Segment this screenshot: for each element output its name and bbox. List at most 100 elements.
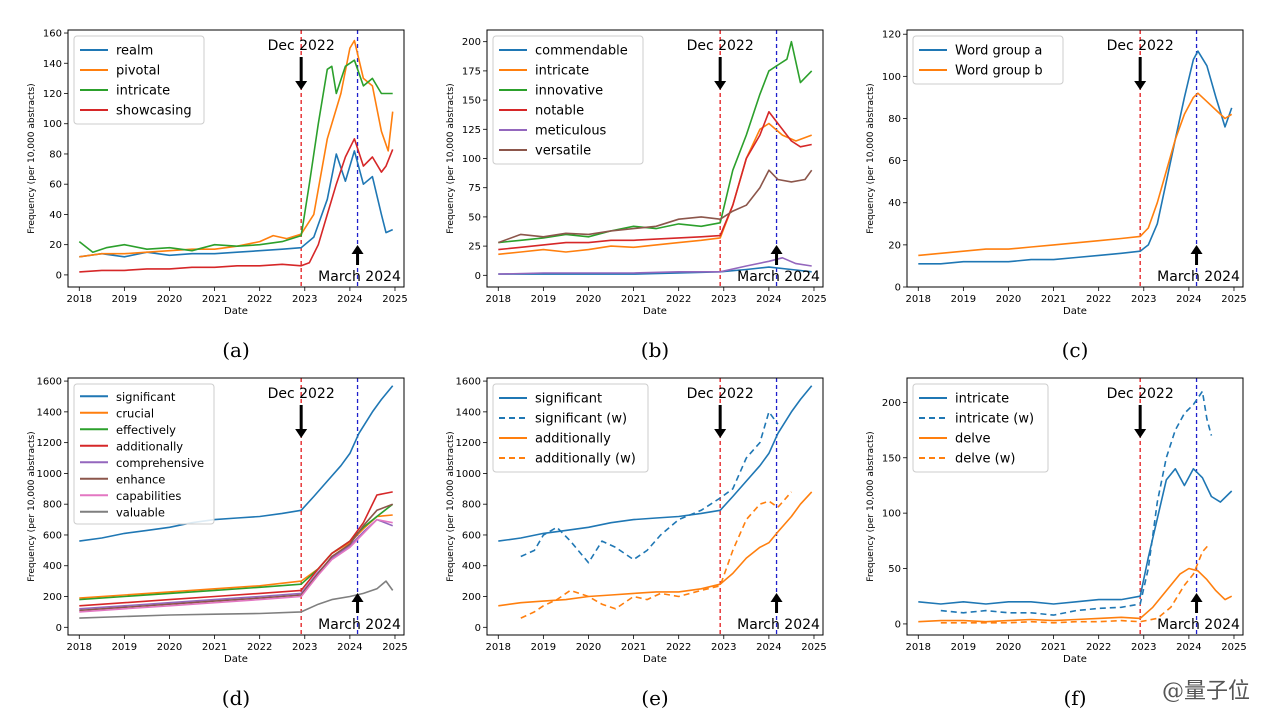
x-tick-label: 2018 [486, 294, 511, 305]
x-tick-label: 2020 [996, 294, 1021, 305]
y-tick-label: 1400 [37, 407, 62, 418]
panel-caption: (c) [1062, 338, 1089, 362]
x-tick-label: 2022 [666, 642, 691, 653]
x-axis-label: Date [643, 654, 667, 665]
panel-caption: (b) [641, 338, 669, 362]
series-line [498, 40, 813, 244]
series-line [79, 518, 393, 610]
y-axis-label: Frequency (per 10,000 abstracts) [866, 83, 876, 233]
x-tick-label: 2023 [711, 294, 736, 305]
legend-label: additionally [535, 432, 611, 447]
series-line [78, 59, 393, 253]
x-tick-label: 2018 [486, 642, 511, 653]
x-tick-label: 2023 [711, 642, 736, 653]
y-tick-label: 60 [49, 180, 62, 191]
annotation-arrowhead [351, 593, 364, 602]
annotation-label: March 2024 [737, 617, 820, 633]
legend-box [492, 383, 649, 473]
series-line [79, 580, 394, 619]
x-tick-label: 2019 [531, 642, 556, 653]
plot-frame [906, 29, 1244, 288]
y-tick-label: 175 [462, 66, 481, 77]
y-tick-label: 140 [43, 59, 62, 70]
y-tick-label: 0 [56, 623, 62, 634]
x-tick-label: 2024 [756, 294, 781, 305]
annotation-arrowhead [770, 245, 783, 254]
x-tick-label: 2022 [247, 294, 272, 305]
annotation-label: Dec 2022 [1107, 38, 1174, 54]
x-tick-label: 2022 [1086, 294, 1111, 305]
x-tick-label: 2023 [292, 642, 317, 653]
y-tick-label: 1400 [456, 407, 481, 418]
legend-box [73, 35, 205, 125]
legend-box [73, 383, 215, 525]
y-tick-label: 200 [462, 592, 481, 603]
x-axis-label: Date [1063, 306, 1087, 317]
y-tick-label: 1000 [456, 469, 481, 480]
y-tick-label: 200 [462, 37, 481, 48]
series-line [79, 514, 393, 599]
watermark: @量子位 [1162, 679, 1250, 704]
series-line [79, 138, 394, 273]
x-tick-label: 2020 [996, 642, 1021, 653]
annotation-arrowhead [714, 429, 727, 438]
x-tick-label: 2024 [1176, 294, 1201, 305]
annotation-arrowhead [295, 429, 308, 438]
panel-caption: (d) [222, 686, 250, 710]
x-tick-label: 2024 [337, 294, 362, 305]
y-tick-label: 80 [49, 149, 62, 160]
legend-label: notable [535, 104, 584, 119]
annotation-label: Dec 2022 [687, 386, 754, 402]
x-tick-label: 2019 [531, 294, 556, 305]
legend-label: effectively [116, 423, 176, 437]
chart-panel: 2018 2019 2020 2021 2022 2023 2024 2025 0 200 400 6… [27, 377, 408, 710]
annotation-label: March 2024 [1157, 269, 1240, 285]
chart-panel: 2018 2019 2020 2021 2022 2023 2024 2025 0 50 100 15… [866, 377, 1247, 710]
y-tick-label: 800 [43, 500, 62, 511]
x-tick-label: 2024 [1176, 642, 1201, 653]
panel-caption: (a) [222, 338, 250, 362]
y-tick-label: 60 [888, 156, 901, 167]
x-tick-label: 2021 [1041, 642, 1066, 653]
x-tick-label: 2020 [576, 642, 601, 653]
y-tick-label: 1200 [37, 438, 62, 449]
x-tick-label: 2020 [157, 294, 182, 305]
y-tick-label: 100 [882, 509, 901, 520]
legend-label: enhance [116, 472, 165, 486]
annotation-label: March 2024 [1157, 617, 1240, 633]
series-line [79, 150, 394, 258]
annotation-label: Dec 2022 [268, 38, 335, 54]
y-tick-label: 120 [882, 30, 901, 41]
legend-label: additionally (w) [535, 452, 636, 467]
annotation-label: Dec 2022 [687, 38, 754, 54]
legend-label: intricate [955, 392, 1009, 407]
panel-caption: (e) [641, 686, 668, 710]
x-tick-label: 2018 [906, 642, 931, 653]
x-tick-label: 2019 [112, 294, 137, 305]
y-tick-label: 0 [895, 283, 901, 294]
legend-label: delve (w) [955, 452, 1015, 467]
legend-box [492, 35, 644, 165]
legend-label: comprehensive [116, 456, 204, 470]
legend-label: valuable [116, 505, 165, 519]
y-tick-label: 120 [43, 89, 62, 100]
x-tick-label: 2023 [1131, 642, 1156, 653]
chart-panel: 2018 2019 2020 2021 2022 2023 2024 2025 0 25 50 75 1… [446, 29, 827, 362]
series-line [79, 491, 393, 607]
y-tick-label: 400 [43, 561, 62, 572]
legend-label: innovative [535, 84, 603, 99]
y-tick-label: 1000 [37, 469, 62, 480]
y-tick-label: 1600 [37, 377, 62, 388]
y-axis-label: Frequency (per 10,000 abstracts) [866, 431, 876, 581]
series-line [79, 503, 394, 601]
y-tick-label: 0 [56, 270, 62, 281]
y-tick-label: 20 [888, 240, 901, 251]
y-tick-label: 400 [462, 561, 481, 572]
legend-label: capabilities [116, 489, 181, 503]
y-tick-label: 600 [462, 530, 481, 541]
x-tick-label: 2025 [1221, 294, 1246, 305]
y-axis-label: Frequency (per 10,000 abstracts) [27, 83, 37, 233]
chart-panel: 2018 2019 2020 2021 2022 2023 2024 2025 0 200 400 6… [446, 377, 827, 710]
annotation-arrowhead [770, 593, 783, 602]
y-tick-label: 75 [468, 183, 481, 194]
